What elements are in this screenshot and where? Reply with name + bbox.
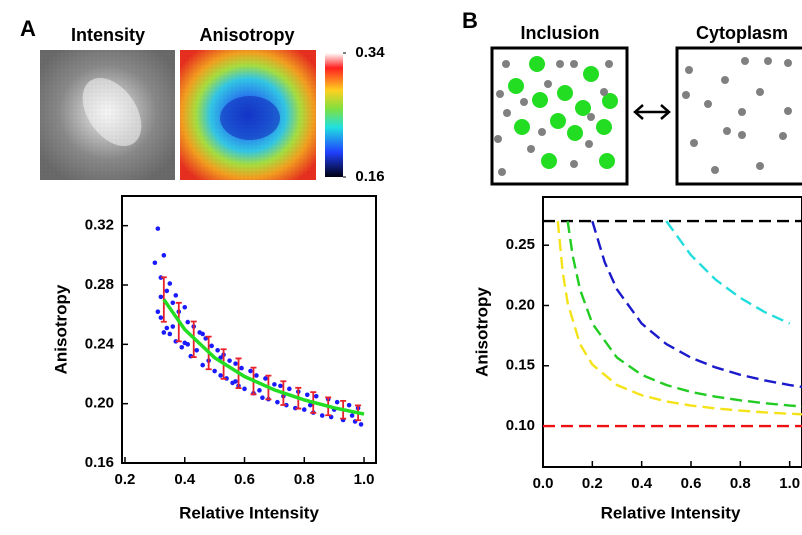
data-point bbox=[158, 315, 164, 320]
data-point bbox=[200, 362, 205, 368]
data-point bbox=[209, 343, 214, 349]
y-tick-label: 0.15 bbox=[506, 357, 535, 374]
data-point bbox=[287, 386, 292, 392]
colorbar-tick-label: 0.34 bbox=[355, 44, 385, 61]
y-tick-label: 0.20 bbox=[85, 395, 114, 412]
data-point bbox=[346, 402, 352, 408]
anisotropy-image bbox=[180, 50, 316, 180]
large-molecules bbox=[508, 56, 618, 169]
model-curve bbox=[556, 220, 802, 416]
x-tick-label: 0.8 bbox=[294, 471, 315, 488]
data-point bbox=[301, 407, 307, 412]
data-point bbox=[212, 368, 217, 374]
data-point bbox=[242, 386, 247, 392]
plot-frame bbox=[121, 195, 377, 464]
data-point bbox=[194, 347, 200, 353]
data-point bbox=[263, 376, 268, 381]
data-point bbox=[173, 293, 179, 298]
x-tick-label: 0.6 bbox=[234, 471, 255, 488]
data-point bbox=[167, 331, 173, 337]
panel-label: B bbox=[462, 8, 478, 33]
data-point bbox=[257, 388, 262, 393]
data-point bbox=[254, 373, 259, 378]
image-title: Anisotropy bbox=[199, 25, 294, 45]
x-tick-label: 0.2 bbox=[582, 475, 603, 492]
panel-label: A bbox=[20, 16, 36, 41]
x-tick-label: 0.4 bbox=[631, 475, 653, 492]
data-point bbox=[164, 288, 170, 294]
data-point bbox=[167, 281, 173, 286]
cytoplasm-box bbox=[675, 46, 802, 186]
data-point bbox=[278, 383, 283, 389]
box-title: Inclusion bbox=[520, 23, 599, 43]
y-tick-label: 0.32 bbox=[85, 217, 114, 234]
x-tick-label: 0.8 bbox=[730, 475, 751, 492]
data-point bbox=[170, 300, 176, 306]
diagram: Inclusion Cytoplasm bbox=[490, 23, 802, 186]
data-point bbox=[185, 342, 191, 347]
colorbar bbox=[325, 53, 343, 177]
data-point bbox=[272, 382, 277, 387]
data-point bbox=[182, 304, 188, 310]
data-point bbox=[227, 358, 232, 363]
data-point bbox=[185, 319, 191, 325]
data-point bbox=[161, 253, 167, 258]
y-tick-label: 0.20 bbox=[506, 296, 535, 313]
y-axis-label: Anisotropy bbox=[51, 284, 70, 374]
data-point bbox=[152, 260, 158, 266]
y-tick-label: 0.24 bbox=[85, 335, 115, 352]
box-title: Cytoplasm bbox=[696, 23, 788, 43]
data-point bbox=[307, 402, 313, 408]
error-bar bbox=[160, 276, 167, 323]
small-molecules bbox=[494, 57, 792, 176]
data-point bbox=[239, 365, 244, 371]
data-point bbox=[179, 345, 185, 350]
model-curve bbox=[566, 220, 802, 408]
x-axis-label: Relative Intensity bbox=[179, 503, 319, 522]
data-point bbox=[155, 309, 161, 315]
x-axis-label: Relative Intensity bbox=[601, 503, 741, 522]
data-point bbox=[275, 399, 280, 405]
plot-frame bbox=[542, 196, 802, 468]
data-point bbox=[260, 395, 265, 401]
data-point bbox=[218, 373, 223, 378]
data-point bbox=[334, 399, 340, 405]
data-point bbox=[358, 422, 364, 427]
x-tick-label: 1.0 bbox=[779, 475, 800, 492]
data-point bbox=[233, 379, 238, 384]
y-axis-label: Anisotropy bbox=[472, 287, 491, 377]
data-point bbox=[304, 392, 310, 398]
fit-line bbox=[162, 298, 365, 416]
model-curve bbox=[591, 220, 802, 389]
data-point bbox=[319, 413, 325, 418]
y-tick-label: 0.16 bbox=[85, 454, 114, 471]
y-tick-label: 0.28 bbox=[85, 276, 114, 293]
image-title: Intensity bbox=[71, 25, 145, 45]
data-point bbox=[158, 294, 164, 300]
data-point bbox=[248, 368, 253, 374]
data-point bbox=[233, 361, 238, 366]
y-tick-label: 0.10 bbox=[506, 417, 535, 434]
data-point bbox=[349, 413, 355, 418]
data-point bbox=[161, 330, 167, 335]
x-tick-label: 0.0 bbox=[533, 475, 554, 492]
data-point bbox=[170, 324, 176, 329]
data-point bbox=[164, 325, 170, 331]
data-point bbox=[200, 331, 205, 337]
x-tick-label: 0.6 bbox=[681, 475, 702, 492]
model-curve bbox=[665, 220, 791, 325]
x-tick-label: 0.4 bbox=[174, 471, 196, 488]
data-point bbox=[313, 393, 319, 399]
x-tick-label: 0.2 bbox=[115, 471, 136, 488]
x-tick-label: 1.0 bbox=[354, 471, 375, 488]
data-point bbox=[155, 226, 161, 231]
y-tick-label: 0.25 bbox=[506, 236, 535, 253]
intensity-image bbox=[40, 50, 175, 180]
colorbar-tick-label: 0.16 bbox=[355, 168, 384, 185]
exchange-arrow bbox=[633, 104, 671, 120]
data-point bbox=[215, 347, 220, 353]
